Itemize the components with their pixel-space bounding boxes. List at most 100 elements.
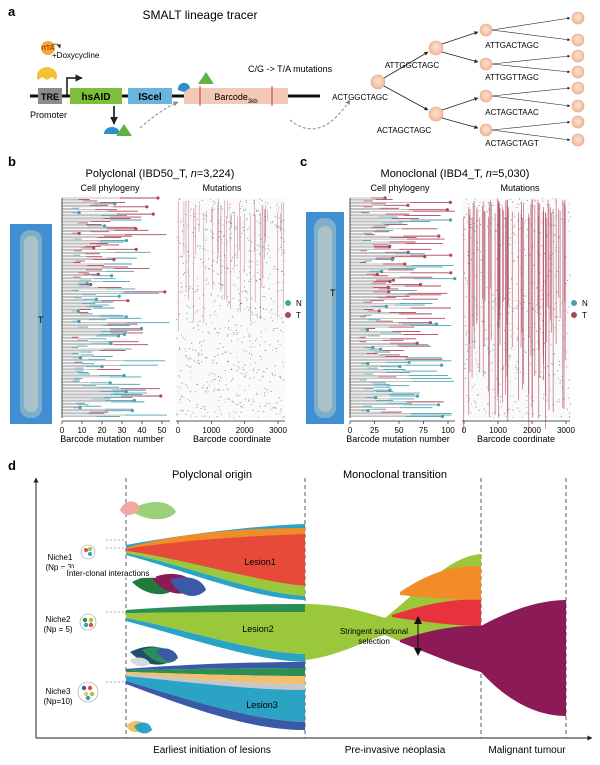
panel-c-phylo-tick-label: 75 (419, 426, 428, 435)
protein-blue-icon (104, 127, 120, 134)
panel-c-tissue-label: T (330, 288, 336, 298)
rtta-icon (41, 41, 55, 55)
leaf-cell-icon (571, 33, 585, 47)
leaf-cell-icon (571, 81, 585, 95)
panel-c-phylo-tick-label: 100 (441, 426, 455, 435)
leaf-cell-icon (571, 11, 585, 25)
panel-d-letter: d (8, 458, 16, 473)
panel-c-mut-tick-label: 2000 (523, 426, 541, 435)
niche3-np: (Np=10) (43, 697, 72, 706)
panel-b-legend-t: T (296, 311, 301, 320)
seq-level2-2: ATTGGTTAGC (485, 73, 539, 82)
panel-b-mut-tick-label: 3000 (269, 426, 287, 435)
protein-green-icon (116, 124, 132, 136)
tre-label: TRE (41, 92, 59, 102)
panel-c-xlabel-mut: Barcode coordinate (477, 434, 555, 444)
panel-c-legend-t: T (582, 311, 587, 320)
panel-b-mutations-label: Mutations (202, 183, 242, 193)
hsaid-enzyme-icon (198, 72, 214, 84)
panel-a-letter: a (8, 4, 16, 19)
cell-level1-bottom-icon (428, 106, 444, 122)
panel-b-phylo-tick-label: 0 (60, 426, 65, 435)
seq-level1-top: ATTGGCTAGC (385, 61, 440, 70)
seq-level2-1: ATTGACTAGC (485, 41, 539, 50)
lesion1-label: Lesion1 (244, 557, 276, 567)
iscei-label: IScel (138, 92, 162, 103)
promoter-label: Promoter (30, 110, 67, 120)
cell-level1-top-icon (428, 40, 444, 56)
lineage-streams (126, 524, 566, 730)
hsaid-label: hsAID (82, 92, 111, 103)
panel-c-mut-tick-label: 1000 (489, 426, 507, 435)
iscei-block (128, 88, 172, 104)
promoter-arrow (66, 74, 83, 96)
niche2-icon (79, 613, 97, 631)
panel-b-xlabel-phylo: Barcode mutation number (60, 434, 164, 444)
panel-a: a SMALT lineage tracer rtTA +Doxycycline… (8, 4, 585, 148)
stage-title-polyclonal: Polyclonal origin (172, 469, 252, 481)
panel-b: b Polyclonal (IBD50_T, n=3,224) Cell phy… (8, 154, 302, 444)
mutation-note: C/G -> T/A mutations (248, 64, 333, 74)
panel-b-xlabel-mut: Barcode coordinate (193, 434, 271, 444)
panel-c-title: Monoclonal (IBD4_T, n=5,030) (381, 168, 530, 180)
leaf-cell-icon (571, 133, 585, 147)
panel-b-mut-tick-label: 1000 (202, 426, 220, 435)
leaf-cell-icon (571, 49, 585, 63)
rtta-protein-icon (37, 67, 57, 80)
leaf-cell-icon (571, 65, 585, 79)
panel-c-legend-n: N (582, 299, 588, 308)
tre-block (38, 88, 62, 104)
niche3-name: Niche3 (46, 687, 71, 696)
panel-b-phylogeny-label: Cell phylogeny (80, 183, 140, 193)
leaf-cell-icon (571, 115, 585, 129)
panel-c-legend-n-icon (571, 300, 577, 306)
selection-label-line1: Stringent subclonal (340, 627, 408, 636)
niche2-np: (Np = 5) (43, 625, 72, 634)
panel-c-mutations-label: Mutations (500, 183, 540, 193)
stage-label-preinvasive: Pre-invasive neoplasia (345, 745, 446, 756)
panel-c-xlabel-phylo: Barcode mutation number (346, 434, 450, 444)
panel-b-letter: b (8, 154, 16, 169)
niche1-icon (80, 544, 96, 560)
panel-b-legend-t-icon (285, 312, 291, 318)
panel-c-mut-tick-label: 3000 (557, 426, 575, 435)
root-cell-icon (370, 74, 386, 90)
panel-b-legend-n-icon (285, 300, 291, 306)
panel-c-letter: c (300, 154, 307, 169)
panel-b-mut-tick-label: 0 (176, 426, 181, 435)
panel-a-title: SMALT lineage tracer (143, 8, 258, 22)
interclonal-label: Inter-clonal interactions (67, 569, 150, 578)
panel-c-phylo-tick-label: 0 (348, 426, 353, 435)
panel-c: c Monoclonal (IBD4_T, n=5,030) Cell phyl… (300, 154, 588, 444)
panel-b-title: Polyclonal (IBD50_T, n=3,224) (86, 168, 235, 180)
seq-level2-3: ACTAGCTAAC (485, 108, 539, 117)
panel-d: d Polyclonal origin Monoclonal transitio… (8, 458, 593, 756)
panel-c-legend-t-icon (571, 312, 577, 318)
lineage-tree: ACTGGCTAGC ATTGGCTAGC ACTAGCTAGC ATTGACT… (332, 11, 585, 148)
doxycycline-label: +Doxycycline (52, 51, 100, 60)
panel-b-tissue-label: T (38, 315, 44, 325)
clone-blobs (120, 501, 206, 734)
panel-c-phylogeny-label: Cell phylogeny (370, 183, 430, 193)
panel-b-phylo-tick-label: 20 (98, 426, 107, 435)
panel-b-legend-n: N (296, 299, 302, 308)
stage-label-malignant: Malignant tumour (488, 745, 566, 756)
panel-b-phylo-tick-label: 50 (158, 426, 167, 435)
panel-b-phylo-tick-label: 40 (138, 426, 147, 435)
lesion3-label: Lesion3 (246, 700, 278, 710)
niche1-name: Niche1 (48, 553, 73, 562)
stage-title-monoclonal: Monoclonal transition (343, 469, 447, 481)
root-seq: ACTGGCTAGC (332, 93, 388, 102)
panel-b-phylo-tick-label: 10 (78, 426, 87, 435)
seq-level1-bottom: ACTAGCTAGC (377, 126, 432, 135)
panel-b-phylo-tick-label: 30 (118, 426, 127, 435)
panel-b-mut-tick-label: 2000 (236, 426, 254, 435)
panel-c-phylo-tick-label: 25 (370, 426, 379, 435)
barcode-block (184, 88, 288, 104)
selection-label-line2: selection (358, 637, 390, 646)
niche2-name: Niche2 (46, 615, 71, 624)
rtta-label: rtTA (42, 45, 55, 52)
niche1-np: (Np = 3) (45, 563, 74, 572)
